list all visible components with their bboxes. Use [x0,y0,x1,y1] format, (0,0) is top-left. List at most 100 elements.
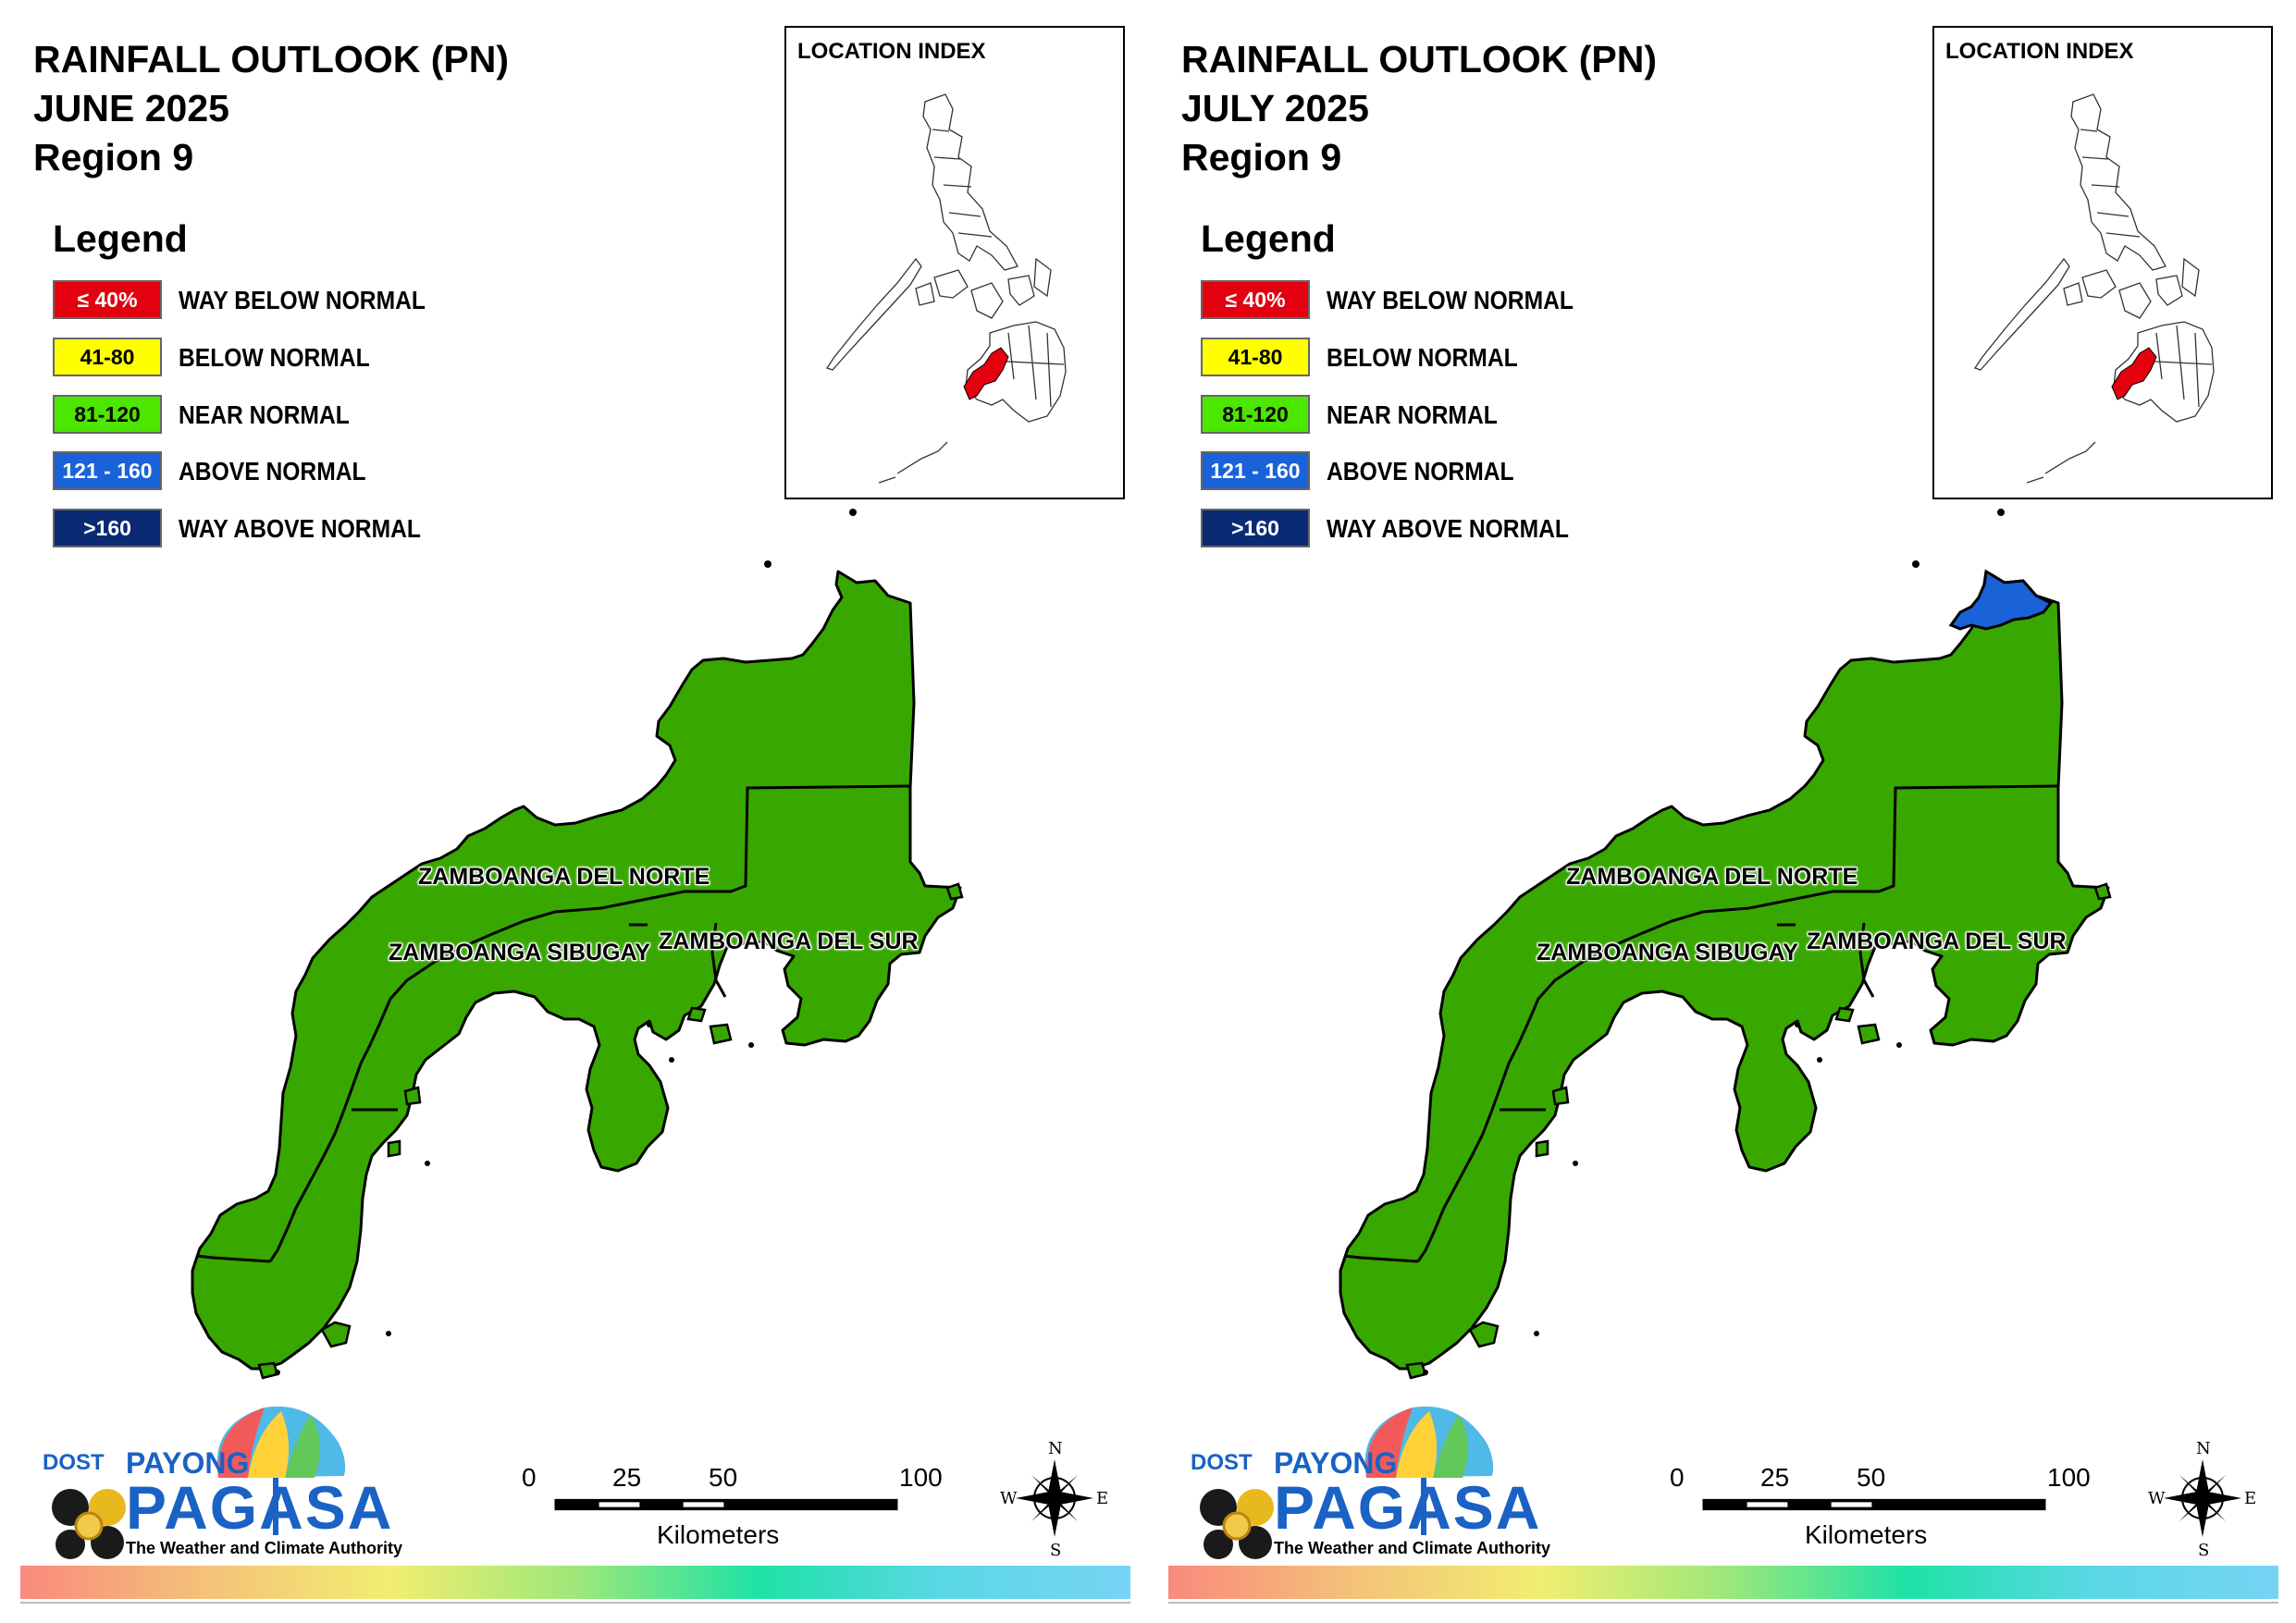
title-region: Region 9 [1181,136,1342,178]
outlook-panel-june: RAINFALL OUTLOOK (PN) JUNE 2025 Region 9… [20,26,1130,1604]
legend-label: NEAR NORMAL [1327,400,1498,429]
scale-tick: 50 [1857,1463,1886,1492]
pagasa-umbrella-icon [52,1406,346,1559]
scale-bar-graphic [554,1498,898,1511]
compass-w: W [1000,1489,1018,1508]
scale-bar: 0 25 50 100 Kilometers [1670,1463,2091,1565]
title-month: JULY 2025 [1181,87,1369,129]
province-label-zamboanga-sibugay: ZAMBOANGA SIBUGAY [389,940,650,965]
logo-pagasa: PAGASA [1274,1473,1542,1542]
location-index: LOCATION INDEX [784,26,1125,499]
region-9-map [1339,509,2112,1380]
legend-swatch: ≤ 40% [1201,280,1310,319]
scale-unit: Kilometers [657,1520,780,1549]
compass-e: E [1096,1489,1109,1508]
logo-tagline: The Weather and Climate Authority [1274,1539,1551,1557]
legend-label: NEAR NORMAL [179,400,350,429]
scale-unit: Kilometers [1805,1520,1928,1549]
legend-heading: Legend [1201,217,1336,260]
philippines-index-map [825,93,1067,484]
logo-payong: PAYONG [1274,1446,1398,1480]
location-index: LOCATION INDEX [1932,26,2273,499]
scale-bar: 0 25 50 100 Kilometers [522,1463,943,1565]
region-9-highlight [2111,347,2157,400]
province-boundaries [195,784,911,1263]
legend-label: ABOVE NORMAL [1327,457,1514,486]
logo-payong: PAYONG [126,1446,250,1480]
footer-rule [1168,1602,2278,1604]
title-line: RAINFALL OUTLOOK (PN) [1181,38,1657,80]
compass-n: N [1048,1439,1063,1458]
zamboanga-peninsula-shape [1339,570,2110,1371]
pagasa-umbrella-icon [1200,1406,1494,1559]
compass-rose-icon [1016,1459,1093,1537]
scale-tick: 100 [2047,1463,2091,1492]
footer-rule [20,1602,1130,1604]
north-arrow-compass: N S E W [2148,1439,2263,1560]
legend-heading: Legend [53,217,188,260]
philippines-index-map [1973,93,2215,484]
palawan-outline [825,257,922,371]
legend-swatch: >160 [1201,509,1310,547]
scale-tick: 100 [899,1463,943,1492]
title-month: JUNE 2025 [33,87,229,129]
title-region: Region 9 [33,136,194,178]
color-gradient-footer [1168,1566,2278,1599]
luzon-outline [922,93,1018,271]
province-label-zamboanga-del-sur: ZAMBOANGA DEL SUR [1807,928,2067,954]
small-islets [1423,509,2005,1375]
mindanao-outline [965,321,1067,423]
zamboanga-peninsula-shape [191,570,962,1371]
legend-swatch: 81-120 [1201,395,1310,434]
compass-w: W [2148,1489,2166,1508]
province-label-zamboanga-del-norte: ZAMBOANGA DEL NORTE [418,864,710,890]
location-index-title: LOCATION INDEX [1945,39,2134,64]
compass-e: E [2244,1489,2257,1508]
payong-pagasa-logo: DOST PAYONG PAGASA The Weather and Clima… [33,1387,402,1563]
payong-pagasa-logo: DOST PAYONG PAGASA The Weather and Clima… [1181,1387,1550,1563]
legend-label: WAY ABOVE NORMAL [1327,514,1569,543]
province-label-zamboanga-sibugay: ZAMBOANGA SIBUGAY [1537,940,1798,965]
islands [257,882,964,1380]
scale-tick: 25 [612,1463,642,1492]
title-line: RAINFALL OUTLOOK (PN) [33,38,509,80]
compass-n: N [2196,1439,2211,1458]
region-9-map [191,509,964,1380]
scale-tick: 25 [1760,1463,1790,1492]
scale-tick: 50 [709,1463,738,1492]
legend-label: WAY ABOVE NORMAL [179,514,421,543]
legend-swatch: 121 - 160 [1201,451,1310,490]
mindanao-outline [2113,321,2215,423]
location-index-title: LOCATION INDEX [797,39,986,64]
legend-label: WAY BELOW NORMAL [179,286,426,314]
legend-swatch: 121 - 160 [53,451,162,490]
scale-bar-graphic [1702,1498,2046,1511]
luzon-outline [2070,93,2166,271]
above-normal-area [1948,569,2054,631]
logo-pagasa: PAGASA [126,1473,394,1542]
islands [1405,882,2112,1380]
visayas-outline [2063,257,2200,319]
legend-label: BELOW NORMAL [179,343,370,372]
scale-tick: 0 [522,1463,537,1492]
logo-dost: DOST [1191,1450,1253,1475]
outlook-panel-july: RAINFALL OUTLOOK (PN) JULY 2025 Region 9… [1148,0,2296,1623]
compass-s: S [2198,1541,2210,1560]
scale-tick: 0 [1670,1463,1685,1492]
legend-label: ABOVE NORMAL [179,457,366,486]
region-9-highlight [963,347,1009,400]
small-islets [275,509,857,1375]
province-label-zamboanga-del-norte: ZAMBOANGA DEL NORTE [1566,864,1858,890]
province-label-zamboanga-del-sur: ZAMBOANGA DEL SUR [659,928,919,954]
legend-label: BELOW NORMAL [1327,343,1518,372]
legend-swatch: 41-80 [1201,338,1310,376]
legend-swatch: ≤ 40% [53,280,162,319]
palawan-outline [1973,257,2070,371]
legend-swatch: 41-80 [53,338,162,376]
legend-label: WAY BELOW NORMAL [1327,286,1574,314]
compass-rose-icon [2164,1459,2241,1537]
legend-swatch: 81-120 [53,395,162,434]
visayas-outline [915,257,1052,319]
color-gradient-footer [20,1566,1130,1599]
map-title: RAINFALL OUTLOOK (PN) JULY 2025 Region 9 [1181,35,1657,182]
